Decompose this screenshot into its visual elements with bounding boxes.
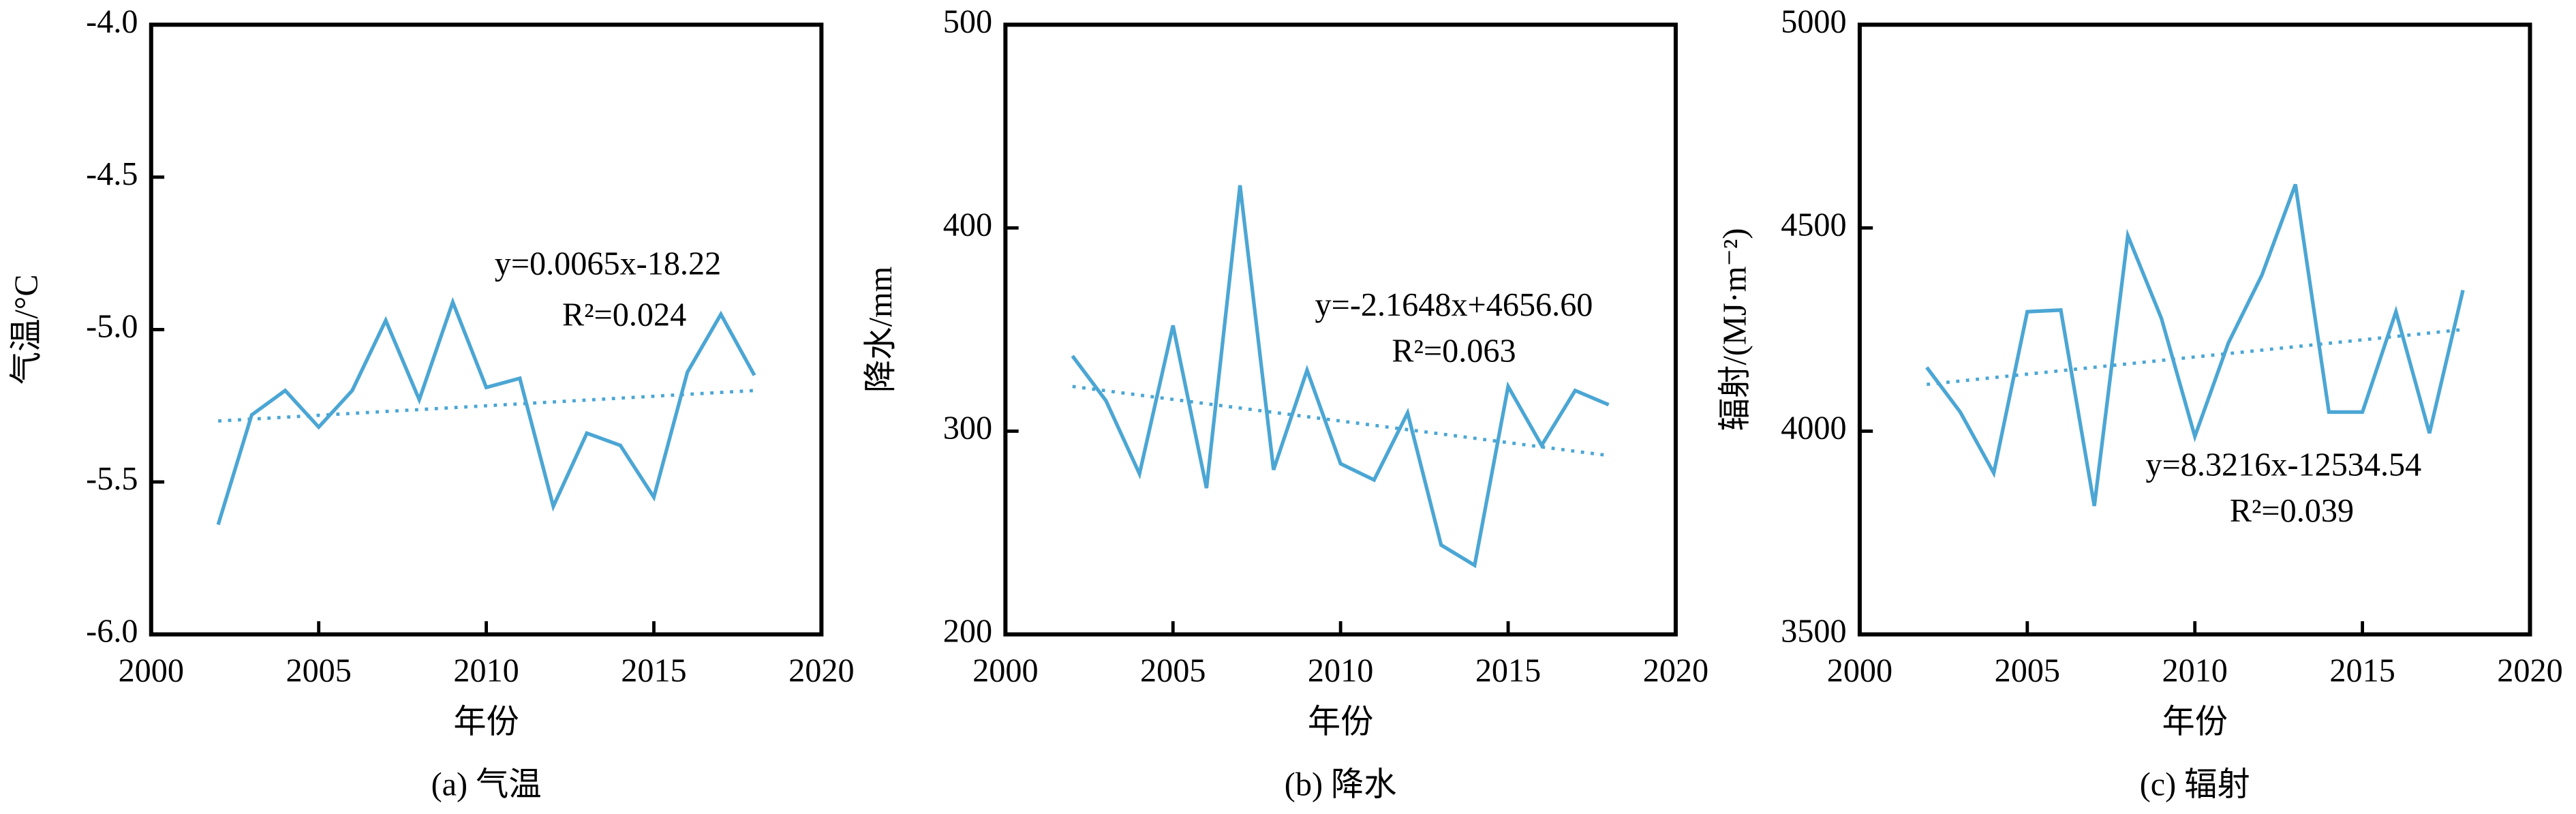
annotation: y=8.3216x-12534.54 [2146,447,2422,483]
y-tick-label: 5000 [1781,3,1846,40]
x-tick-label: 2010 [2162,653,2228,689]
x-tick-label: 2000 [972,653,1038,689]
y-tick-label: 500 [943,3,992,40]
x-tick-label: 2005 [1140,653,1206,689]
annotation: R²=0.063 [1392,333,1516,370]
caption: (c) 辐射 [2140,766,2250,802]
plot-frame [149,22,824,637]
y-tick-label: -5.5 [86,461,138,497]
x-tick-label: 2005 [286,653,351,689]
y-tick-label: 400 [943,207,992,243]
x-tick-label: 2000 [1827,653,1892,689]
x-tick-label: 2010 [453,653,519,689]
plot-frame [1003,22,1678,637]
x-tick-label: 2010 [1308,653,1373,689]
x-tick-label: 2015 [621,653,686,689]
plot-frame [1857,22,2532,637]
data-line [1071,185,1610,569]
x-tick-label: 2020 [2497,653,2562,689]
x-tick-label: 2020 [788,653,854,689]
y-tick-label: 300 [943,410,992,446]
y-tick-label: 200 [943,614,992,650]
x-axis-label: 年份 [453,704,519,740]
x-tick-label: 2015 [1475,653,1541,689]
y-axis-label: 气温/°C [9,275,45,385]
annotation: y=-2.1648x+4656.60 [1315,287,1593,323]
y-tick-label: 4000 [1781,410,1846,446]
caption: (a) 气温 [431,766,542,802]
y-tick-label: -5.0 [86,308,138,344]
y-tick-label: -4.0 [86,3,138,40]
trend-line [218,389,755,423]
data-line [1925,183,2465,507]
data-line [216,297,756,526]
annotation: R²=0.039 [2230,493,2354,529]
x-tick-label: 2005 [1995,653,2060,689]
trend-line [1072,385,1609,457]
x-axis-label: 年份 [2162,704,2228,740]
x-tick-label: 2000 [119,653,184,689]
y-tick-label: -6.0 [86,614,138,650]
annotation: y=0.0065x-18.22 [495,246,721,282]
y-tick-label: -4.5 [86,156,138,192]
y-axis-label: 降水/mm [863,267,899,393]
x-tick-label: 2015 [2329,653,2395,689]
caption: (b) 降水 [1285,766,1397,802]
y-tick-label: 3500 [1781,614,1846,650]
x-axis-label: 年份 [1308,704,1373,740]
y-axis-label: 辐射/(MJ·m⁻²) [1717,228,1753,432]
trend-line [1927,327,2464,387]
x-tick-label: 2020 [1643,653,1708,689]
annotation: R²=0.024 [562,297,686,333]
y-tick-label: 4500 [1781,207,1846,243]
